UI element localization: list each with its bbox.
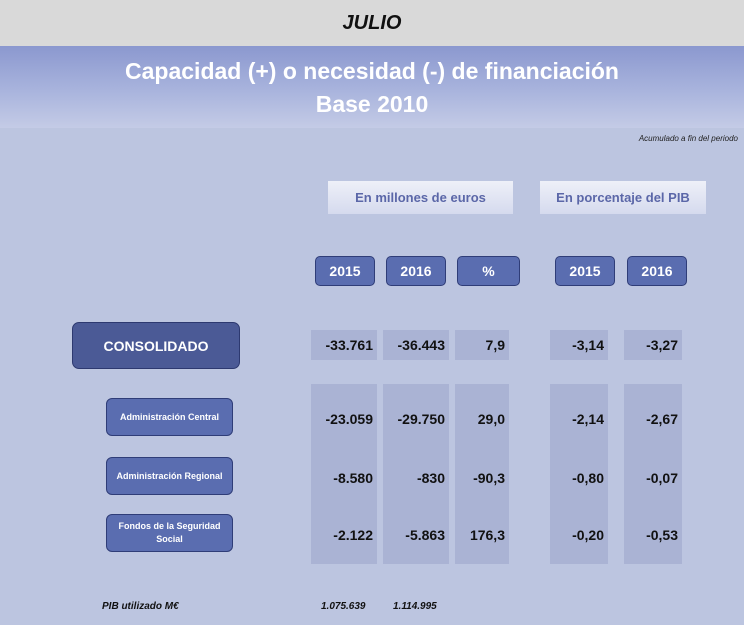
pib-2015: 1.075.639 — [321, 601, 366, 612]
row-label-seguridad-social: Fondos de la Seguridad Social — [106, 514, 233, 552]
consolidado-pib-2016: -3,27 — [624, 330, 682, 360]
column-bg — [455, 384, 509, 564]
seguridad-social-2015: -2.122 — [333, 527, 373, 543]
consolidado-2016: -36.443 — [383, 330, 449, 360]
consolidado-2015: -33.761 — [311, 330, 377, 360]
col-header-percent: % — [457, 256, 520, 286]
title-banner: Capacidad (+) o necesidad (-) de financi… — [0, 46, 744, 128]
period-note: Acumulado a fin del periodo — [638, 134, 738, 143]
group-header-millones: En millones de euros — [328, 181, 513, 214]
admin-regional-percent: -90,3 — [473, 470, 505, 486]
admin-central-pib-2016: -2,67 — [646, 411, 678, 427]
admin-central-percent: 29,0 — [477, 411, 505, 427]
col-header-2016-millones: 2016 — [386, 256, 446, 286]
seguridad-social-percent: 176,3 — [469, 527, 505, 543]
col-header-2015-millones: 2015 — [315, 256, 375, 286]
consolidado-label: CONSOLIDADO — [72, 322, 240, 369]
month-title: JULIO — [342, 11, 402, 34]
column-bg — [383, 384, 449, 564]
admin-central-2015: -23.059 — [325, 411, 373, 427]
col-header-2015-pib: 2015 — [555, 256, 615, 286]
seguridad-social-pib-2015: -0,20 — [572, 527, 604, 543]
admin-central-2016: -29.750 — [397, 411, 445, 427]
page-title: Capacidad (+) o necesidad (-) de financi… — [125, 58, 619, 84]
seguridad-social-2016: -5.863 — [405, 527, 445, 543]
col-header-2016-pib: 2016 — [627, 256, 687, 286]
seguridad-social-pib-2016: -0,53 — [646, 527, 678, 543]
consolidado-percent: 7,9 — [455, 330, 509, 360]
pib-label: PIB utilizado M€ — [102, 601, 179, 612]
consolidado-pib-2015: -3,14 — [550, 330, 608, 360]
admin-regional-2015: -8.580 — [333, 470, 373, 486]
column-bg — [624, 384, 682, 564]
month-header: JULIO — [0, 0, 744, 46]
admin-regional-pib-2015: -0,80 — [572, 470, 604, 486]
row-label-admin-central: Administración Central — [106, 398, 233, 436]
admin-regional-pib-2016: -0,07 — [646, 470, 678, 486]
group-header-pib: En porcentaje del PIB — [540, 181, 706, 214]
column-bg — [550, 384, 608, 564]
column-bg — [311, 384, 377, 564]
pib-2016: 1.114.995 — [393, 601, 437, 612]
admin-regional-2016: -830 — [416, 470, 445, 486]
page-subtitle: Base 2010 — [315, 91, 429, 117]
row-label-admin-regional: Administración Regional — [106, 457, 233, 495]
admin-central-pib-2015: -2,14 — [572, 411, 604, 427]
